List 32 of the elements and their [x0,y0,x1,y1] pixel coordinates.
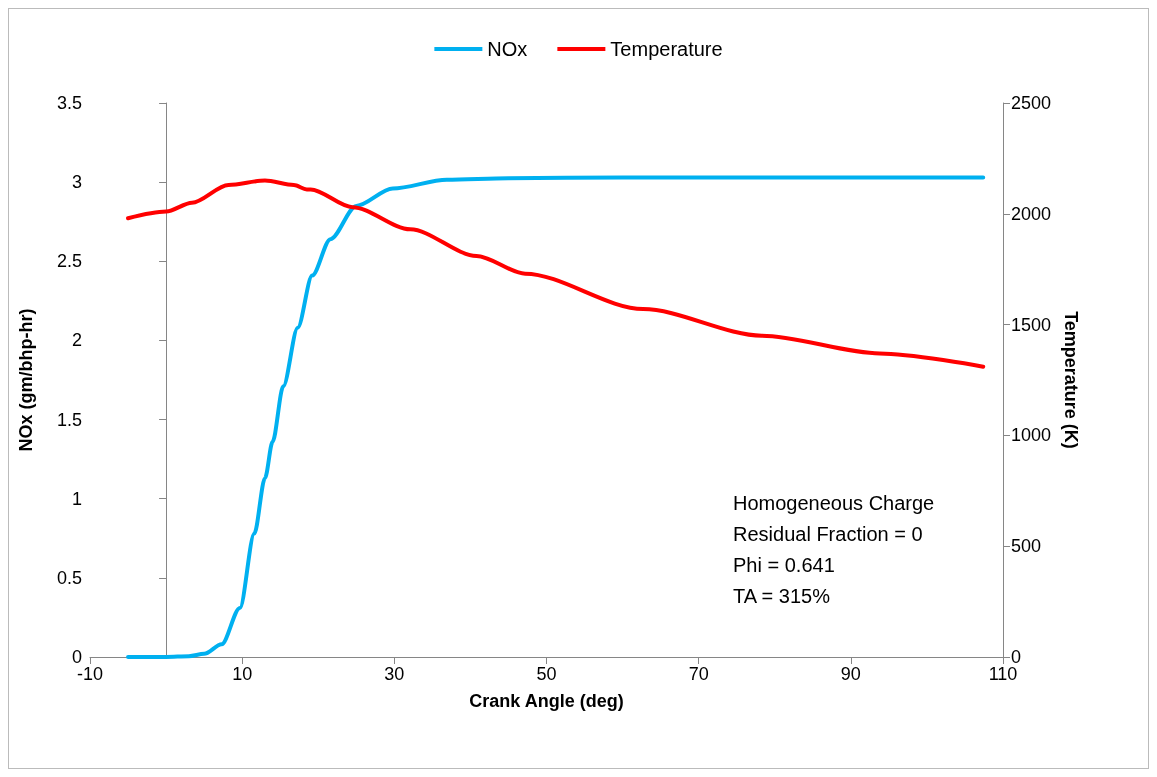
y-tick-label: 1.5 [56,409,82,430]
y2-tick-label: 1000 [1011,425,1052,446]
y2-axis-title: Temperature (K) [1060,311,1081,449]
legend-label: Temperature [610,38,723,60]
x-tick-label: 50 [536,664,557,684]
annotation: Homogeneous Charge [733,492,935,514]
x-tick-label: -10 [76,664,104,684]
y-tick-label: 3.5 [56,93,82,113]
annotation: TA = 315% [733,585,831,607]
annotation: Phi = 0.641 [733,554,835,576]
annotation: Residual Fraction = 0 [733,523,923,545]
y-tick-label: 2 [71,330,82,351]
y-tick-label: 0 [71,647,82,667]
line-series [126,175,986,659]
x-tick-label: 70 [688,664,709,684]
y2-tick-label: 1500 [1011,314,1052,335]
y2-tick-label: 0 [1011,647,1022,667]
x-tick-label: 110 [988,664,1018,684]
x-tick-label: 30 [384,664,405,684]
y-tick-label: 1 [71,488,82,509]
y2-tick-label: 500 [1011,536,1042,557]
line-series [126,178,986,369]
y-tick-label: 0.5 [56,567,82,588]
x-tick-label: 90 [840,664,861,684]
y2-tick-label: 2500 [1011,93,1052,113]
legend-label: NOx [487,38,528,60]
y-tick-label: 3 [71,172,82,193]
y-axis-title: NOx (gm/bhp-hr) [16,308,36,452]
y-tick-label: 2.5 [56,251,82,272]
x-tick-label: 10 [232,664,253,684]
x-axis-title: Crank Angle (deg) [469,691,624,711]
y2-tick-label: 2000 [1011,203,1052,224]
